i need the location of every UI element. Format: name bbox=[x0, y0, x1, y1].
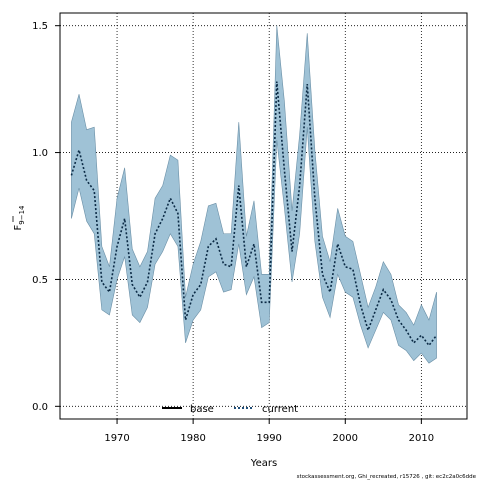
y-axis: 0.0 0.5 1.0 1.5 bbox=[32, 21, 60, 413]
y-tick-label: 0.0 bbox=[32, 402, 48, 413]
legend-label-current: current bbox=[262, 404, 298, 415]
y-tick-label: 1.5 bbox=[32, 21, 48, 32]
y-tick-label: 0.5 bbox=[32, 275, 48, 286]
grid-layer bbox=[60, 13, 467, 419]
svg-text:F9−14: F9−14 bbox=[13, 205, 26, 231]
x-axis-title: Years bbox=[250, 458, 277, 469]
x-axis: 1970 1980 1990 2000 2010 bbox=[104, 419, 434, 444]
x-tick-label: 1980 bbox=[180, 433, 205, 444]
confidence-band bbox=[71, 25, 437, 364]
legend: base current bbox=[162, 404, 298, 415]
x-tick-label: 1990 bbox=[256, 433, 281, 444]
y-axis-title-sub: 9−14 bbox=[18, 205, 26, 225]
series-line-current bbox=[70, 81, 438, 347]
legend-label-base: base bbox=[190, 404, 214, 415]
x-tick-label: 1970 bbox=[104, 433, 129, 444]
plot-frame bbox=[59, 12, 468, 420]
x-tick-label: 2010 bbox=[409, 433, 434, 444]
y-axis-title-main: F bbox=[13, 225, 24, 231]
y-axis-title: F9−14 bbox=[12, 205, 26, 231]
footer-note: stockassessment.org, Ghi_recreated, r157… bbox=[297, 474, 477, 480]
x-tick-label: 2000 bbox=[333, 433, 358, 444]
y-tick-label: 1.0 bbox=[32, 148, 48, 159]
